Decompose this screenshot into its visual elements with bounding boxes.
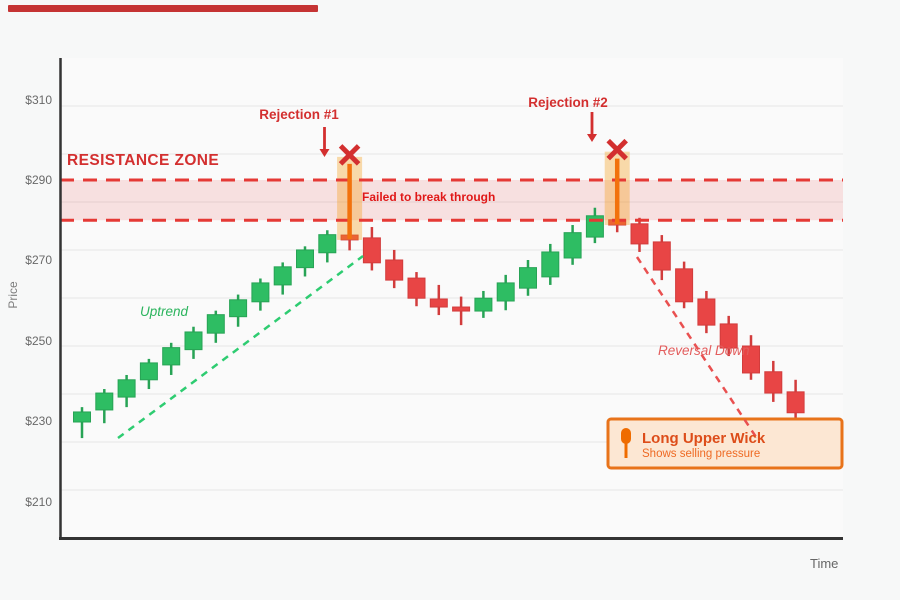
rejection-1-label: Rejection #1 — [259, 107, 339, 122]
reversal-dashed-line — [635, 256, 760, 441]
y-tick-label: $270 — [25, 253, 52, 268]
x-axis-title: Time — [810, 556, 839, 571]
candle-body — [496, 282, 515, 302]
rejection-arrow-head — [319, 149, 330, 157]
callout-subtitle: Shows selling pressure — [642, 448, 761, 460]
candle-body — [429, 298, 448, 308]
candle-body — [184, 331, 203, 351]
y-tick-label: $250 — [25, 333, 52, 348]
callout-title: Long Upper Wick — [642, 430, 766, 447]
candle-body — [95, 392, 114, 411]
rejection-2-label: Rejection #2 — [528, 95, 608, 110]
candle-body — [742, 345, 760, 374]
candle-body — [229, 299, 248, 318]
candle-body — [764, 371, 783, 394]
reversal-down-label: Reversal Down — [658, 343, 750, 358]
y-axis-title: Price — [6, 281, 20, 309]
resistance-zone-label: RESISTANCE ZONE — [67, 152, 220, 169]
candle-body — [541, 251, 560, 278]
y-tick-label: $290 — [25, 173, 52, 187]
candle-body — [563, 232, 582, 259]
y-tick-label: $230 — [25, 414, 52, 429]
y-tick-label: $210 — [25, 494, 52, 509]
candle-body — [162, 347, 181, 366]
candle-body — [251, 282, 270, 303]
page-loading-bar — [8, 5, 318, 12]
candle-body — [474, 297, 493, 312]
rejection-x-marker — [606, 138, 628, 161]
candle-body — [519, 267, 537, 289]
candle-body — [73, 411, 91, 423]
failed-to-break-note: Failed to break through — [362, 190, 496, 204]
candle-body — [139, 362, 158, 381]
candle-body — [273, 266, 292, 286]
candle-body — [675, 268, 694, 303]
uptrend-label: Uptrend — [140, 304, 189, 319]
resistance-zone-fill — [60, 180, 843, 221]
y-tick-label: $310 — [25, 92, 52, 107]
candle-body — [296, 249, 314, 269]
rejection-x-marker — [338, 144, 361, 166]
callout-box — [606, 417, 844, 470]
candle-body — [719, 323, 738, 349]
candle-body — [206, 314, 225, 334]
candle-body — [630, 223, 649, 245]
callout-text: Long Upper Wick Shows selling pressure — [642, 430, 765, 461]
candle-body — [697, 298, 716, 326]
candle-body — [362, 237, 381, 264]
candle-body — [452, 306, 471, 312]
long-upper-wick-candle-icon — [621, 428, 631, 458]
candle-body — [652, 241, 671, 271]
candle-body — [786, 391, 805, 414]
candle-body — [117, 379, 136, 398]
candle-body — [318, 234, 337, 254]
rejection-arrow-head — [587, 134, 597, 142]
candle-body — [407, 277, 426, 299]
candle-body — [385, 259, 404, 281]
